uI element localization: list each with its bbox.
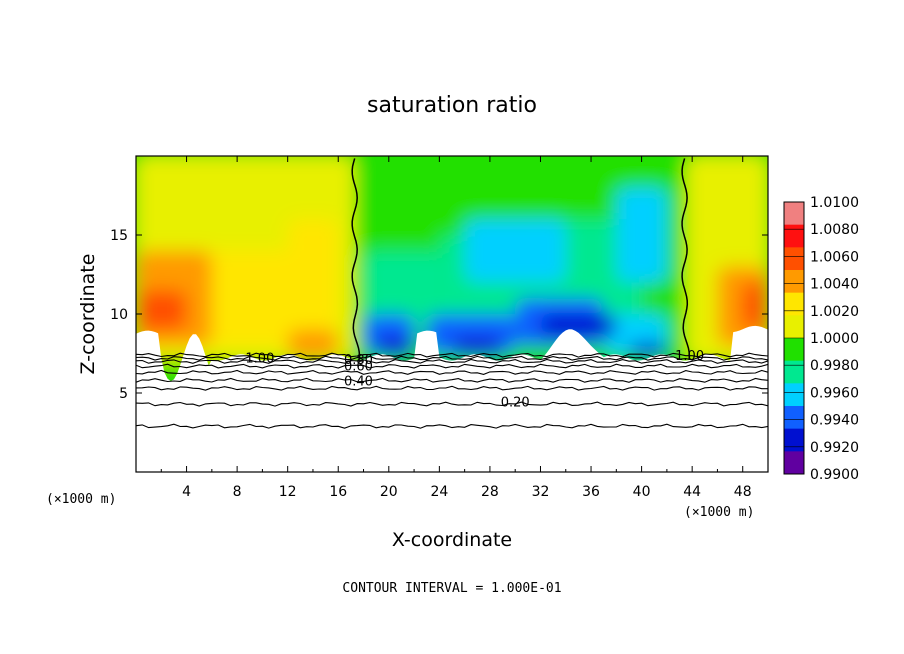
x-unit-left: (×1000 m) [46, 492, 116, 507]
contour-interval-note: CONTOUR INTERVAL = 1.000E-01 [342, 581, 561, 596]
y-tick-label: 15 [110, 228, 128, 244]
contour-line [136, 385, 768, 391]
colorbar-swatch [784, 292, 804, 316]
colorbar-swatch [784, 451, 804, 475]
contour-label: 0.40 [344, 374, 373, 389]
colorbar-label: 0.9920 [810, 440, 859, 456]
y-tick-label: 10 [110, 307, 128, 323]
colorbar-label: 1.0100 [810, 195, 859, 211]
x-axis: 4 8 12 16 20 24 28 32 36 40 44 48 [160, 156, 752, 500]
x-tick-label: 16 [329, 484, 347, 500]
y-tick-label: 5 [119, 386, 128, 402]
contour-line [136, 355, 768, 361]
x-unit-right: (×1000 m) [684, 505, 754, 520]
colorbar: 1.0100 1.0080 1.0060 1.0040 1.0020 1.0000 0.99… [783, 195, 859, 483]
x-tick-label: 32 [532, 484, 550, 500]
x-tick-label: 36 [582, 484, 600, 500]
y-axis: 5 10 15 [110, 228, 768, 402]
colorbar-swatch [784, 270, 804, 294]
colorbar-swatch [784, 383, 804, 407]
colorbar-swatch [784, 247, 804, 271]
colorbar-label: 1.0040 [810, 277, 859, 293]
contour-line [136, 423, 768, 429]
colorbar-label: 0.9960 [810, 385, 859, 401]
contour-line [136, 401, 768, 407]
contour-label: 0.60 [344, 359, 373, 374]
x-tick-label: 24 [430, 484, 448, 500]
x-tick-label: 8 [233, 484, 242, 500]
colorbar-swatch [784, 224, 804, 248]
y-axis-label: Z-coordinate [77, 254, 99, 375]
colorbar-label: 0.9900 [810, 467, 859, 483]
contour-1.00-left [351, 158, 361, 360]
x-tick-label: 40 [633, 484, 651, 500]
colorbar-swatch [784, 360, 804, 384]
contour-label: 0.20 [501, 396, 530, 411]
contour-line [136, 358, 768, 364]
colorbar-swatch [784, 406, 804, 430]
contour-labels: 1.00 0.800.600.40 0.20 1.00 [245, 349, 704, 411]
colorbar-swatch [784, 338, 804, 362]
contour-line [136, 369, 768, 375]
colorbar-label: 1.0060 [810, 249, 859, 265]
x-tick-label: 12 [279, 484, 297, 500]
colorbar-swatch [784, 428, 804, 452]
contour-line [136, 377, 768, 383]
colorbar-label: 1.0020 [810, 304, 859, 320]
colorbar-label: 0.9980 [810, 358, 859, 374]
contour-1.00-right [681, 158, 691, 360]
colorbar-label: 1.0000 [810, 331, 859, 347]
contour-label: 1.00 [675, 349, 704, 364]
x-axis-label: X-coordinate [392, 529, 512, 551]
contour-lines [136, 352, 768, 429]
x-tick-label: 44 [683, 484, 701, 500]
chart-title: saturation ratio [367, 93, 537, 118]
contour-line [136, 352, 768, 358]
contour-label: 0.80 [344, 353, 373, 368]
colorbar-swatch [784, 315, 804, 339]
saturation-field: 1.00 0.800.600.40 0.20 1.00 [136, 156, 768, 472]
contour-line [136, 363, 768, 369]
colorbar-label: 1.0080 [810, 222, 859, 238]
contour-label: 1.00 [245, 351, 274, 366]
x-tick-label: 48 [734, 484, 752, 500]
colorbar-swatch [784, 202, 804, 226]
x-tick-label: 28 [481, 484, 499, 500]
x-tick-label: 20 [380, 484, 398, 500]
x-tick-label: 4 [182, 484, 191, 500]
colorbar-label: 0.9940 [810, 413, 859, 429]
